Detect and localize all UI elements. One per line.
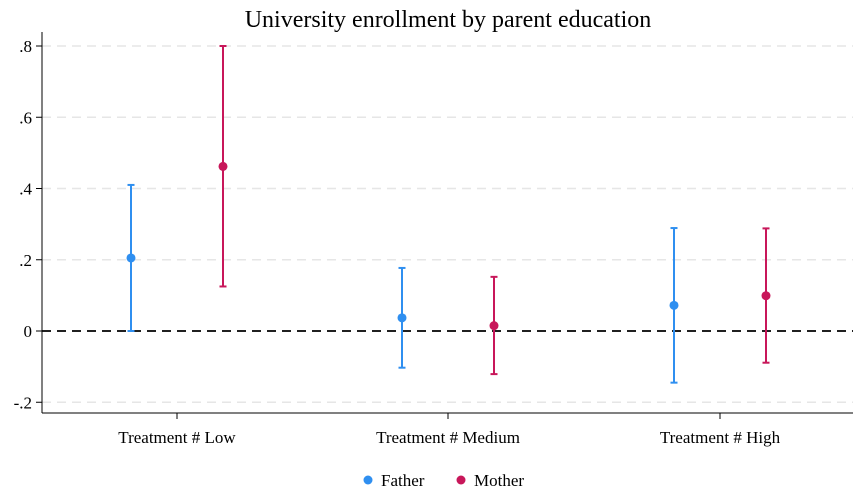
- y-ticks: -.2 0 .2 .4 .6 .8: [14, 37, 42, 412]
- legend-item-father: Father: [363, 471, 425, 488]
- point-estimate: [489, 321, 499, 331]
- y-tick-label: .4: [19, 180, 32, 199]
- x-tick-label: Treatment # Low: [118, 428, 236, 447]
- axes: [41, 32, 853, 414]
- y-tick-label: -.2: [14, 393, 32, 412]
- series: [126, 45, 771, 384]
- y-tick-label: .8: [19, 37, 32, 56]
- series-mother: [218, 45, 771, 376]
- point-estimate: [761, 291, 771, 301]
- legend-marker: [363, 475, 373, 485]
- legend-label: Father: [381, 471, 425, 488]
- chart-title: University enrollment by parent educatio…: [245, 7, 652, 33]
- x-tick-label: Treatment # Medium: [376, 428, 520, 447]
- x-ticks: Treatment # Low Treatment # Medium Treatme…: [118, 413, 781, 447]
- series-father: [126, 183, 679, 384]
- y-tick-label: .6: [19, 108, 32, 127]
- legend: Father Mother: [363, 471, 524, 488]
- grid-lines: [42, 45, 853, 403]
- point-estimate: [669, 300, 679, 310]
- legend-item-mother: Mother: [456, 471, 524, 488]
- legend-marker: [456, 475, 466, 485]
- y-tick-label: .2: [19, 251, 32, 270]
- x-tick-label: Treatment # High: [660, 428, 781, 447]
- point-estimate: [218, 161, 228, 171]
- point-estimate: [397, 313, 407, 323]
- legend-label: Mother: [474, 471, 524, 488]
- point-estimate: [126, 253, 136, 263]
- y-tick-label: 0: [24, 322, 33, 341]
